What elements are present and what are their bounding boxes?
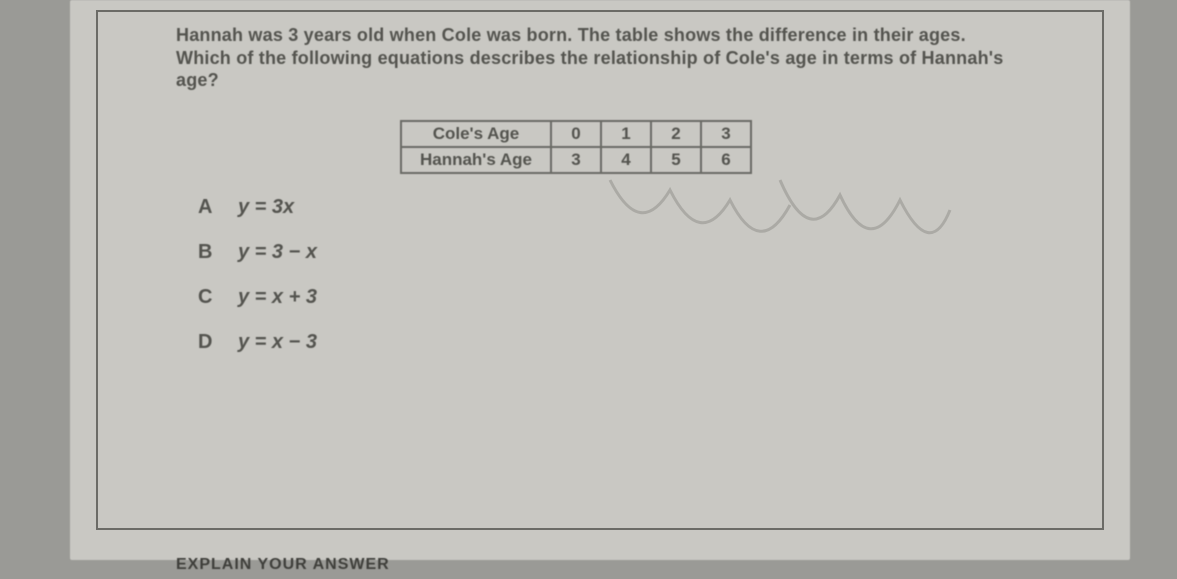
question-line-1: Hannah was 3 years old when Cole was bor… [176, 25, 966, 45]
choice-d[interactable]: D y = x − 3 [198, 331, 317, 354]
choice-expression: y = 3x [238, 196, 294, 219]
table-row: Hannah's Age 3 4 5 6 [401, 147, 751, 173]
choice-letter: B [198, 241, 216, 264]
table-row: Cole's Age 0 1 2 3 [401, 121, 751, 147]
choice-letter: A [198, 196, 216, 219]
choice-c[interactable]: C y = x + 3 [198, 286, 317, 309]
row-label-hannah: Hannah's Age [401, 147, 551, 173]
choice-letter: D [198, 331, 216, 354]
cell: 4 [601, 147, 651, 173]
cell: 2 [651, 121, 701, 147]
cell: 3 [701, 121, 751, 147]
age-table-wrap: Cole's Age 0 1 2 3 Hannah's Age 3 4 5 6 [400, 120, 752, 174]
question-line-3: age? [176, 70, 219, 90]
choice-b[interactable]: B y = 3 − x [198, 241, 317, 264]
choice-letter: C [198, 286, 216, 309]
choice-expression: y = 3 − x [238, 241, 317, 264]
question-line-2: Which of the following equations describ… [176, 48, 1003, 68]
cell: 6 [701, 147, 751, 173]
cell: 5 [651, 147, 701, 173]
cell: 3 [551, 147, 601, 173]
answer-choices: A y = 3x B y = 3 − x C y = x + 3 D y = x… [198, 196, 317, 376]
question-text: Hannah was 3 years old when Cole was bor… [176, 24, 1046, 92]
choice-expression: y = x − 3 [238, 331, 317, 354]
row-label-cole: Cole's Age [401, 121, 551, 147]
footer-label: EXPLAIN YOUR ANSWER [176, 556, 390, 574]
choice-a[interactable]: A y = 3x [198, 196, 317, 219]
choice-expression: y = x + 3 [238, 286, 317, 309]
cell: 1 [601, 121, 651, 147]
age-table: Cole's Age 0 1 2 3 Hannah's Age 3 4 5 6 [400, 120, 752, 174]
cell: 0 [551, 121, 601, 147]
